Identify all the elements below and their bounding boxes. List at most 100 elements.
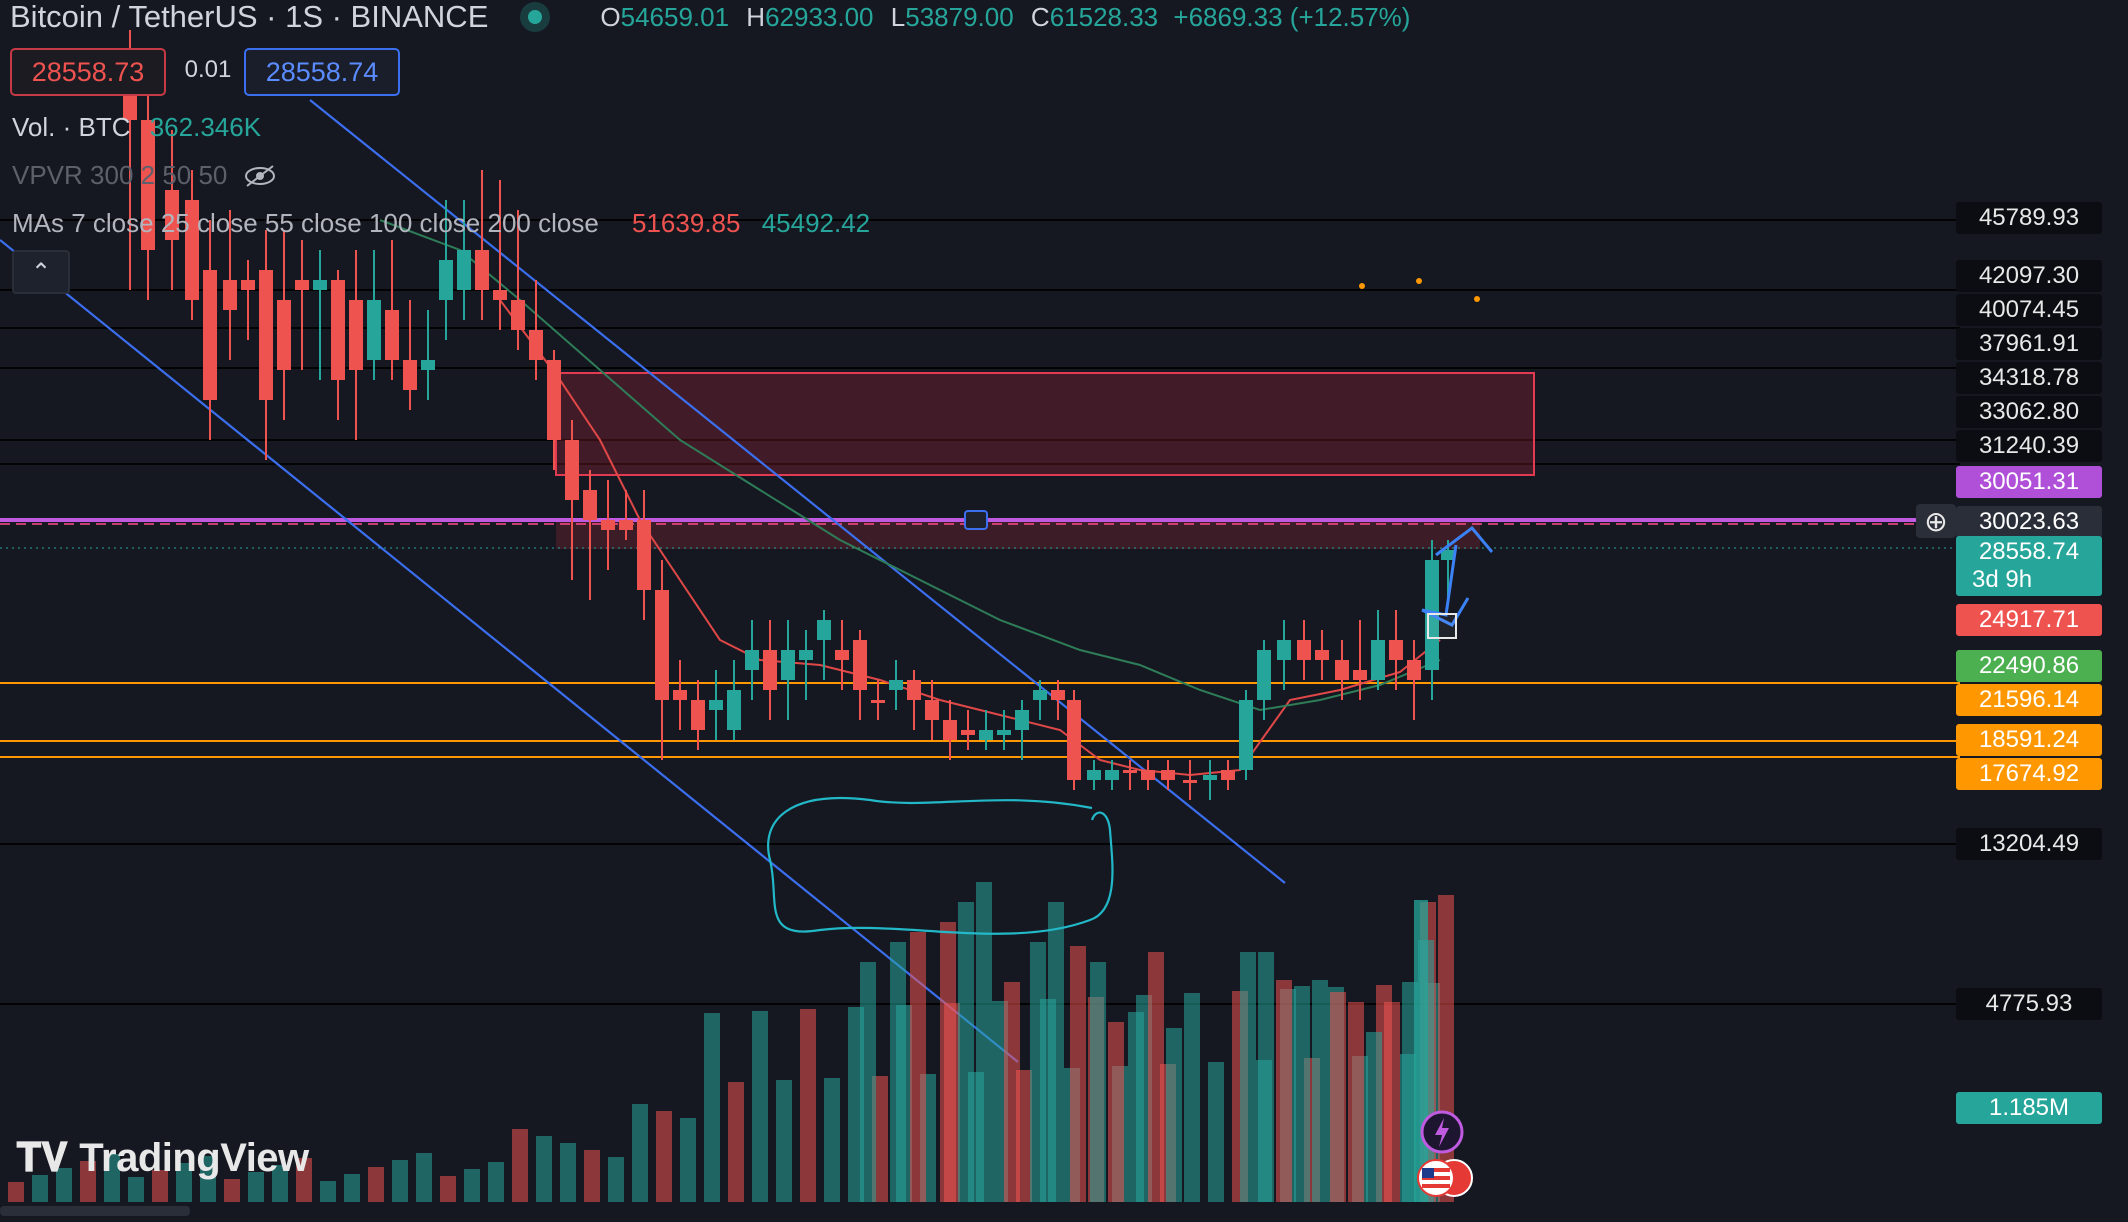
candle-body — [1371, 640, 1385, 680]
volume-bar — [392, 1160, 408, 1202]
volume-bar — [416, 1153, 432, 1202]
us-flag-icon[interactable] — [1414, 1156, 1478, 1200]
candle-body — [1441, 550, 1455, 560]
volume-bar — [608, 1157, 624, 1202]
volume-bar — [958, 902, 974, 1202]
candle-body — [1105, 770, 1119, 780]
vpvr-label: VPVR 300 2 50 50 — [12, 160, 228, 190]
resistance-zone-lower — [556, 521, 1480, 549]
candle-body — [637, 520, 651, 590]
volume-bar — [440, 1176, 456, 1202]
volume-bar — [224, 1179, 240, 1202]
ohlc-change: +6869.33 (+12.57%) — [1173, 1, 1411, 32]
candle-body — [817, 620, 831, 640]
candle-body — [1087, 770, 1101, 780]
ohlc-low: 53879.00 — [905, 1, 1014, 32]
price-axis-label: 42097.30 — [1956, 260, 2102, 292]
candle-body — [889, 680, 903, 690]
candle-body — [1051, 690, 1065, 700]
candle-body — [961, 730, 975, 735]
volume-bar — [1348, 1002, 1364, 1202]
tradingview-logo[interactable]: 𝐓𝐕 TradingView — [16, 1136, 309, 1181]
volume-bar — [910, 932, 926, 1202]
candle-body — [907, 680, 921, 700]
volume-bar — [1258, 952, 1274, 1202]
collapse-legend-button[interactable]: ⌃ — [12, 250, 70, 294]
candle-body — [203, 270, 217, 400]
price-axis-label: 40074.45 — [1956, 294, 2102, 326]
candle-body — [185, 200, 199, 300]
candle-body — [1277, 640, 1291, 660]
volume-bar — [464, 1169, 480, 1202]
candle-body — [943, 720, 957, 740]
candle-body — [241, 280, 255, 290]
candle-body — [745, 650, 759, 670]
price-axis-label: 34318.78 — [1956, 362, 2102, 394]
candle-body — [1315, 650, 1329, 660]
volume-bar — [860, 962, 876, 1202]
lightning-icon[interactable] — [1416, 1106, 1468, 1158]
candle-body — [511, 300, 525, 330]
candle-body — [1141, 770, 1155, 780]
ohlc-open: 54659.01 — [620, 1, 730, 32]
volume-bar — [488, 1162, 504, 1202]
candle-body — [763, 650, 777, 690]
price-axis-label: 31240.39 — [1956, 430, 2102, 462]
price-axis-label: 17674.92 — [1956, 758, 2102, 790]
volume-bar — [704, 1013, 720, 1202]
ohlc-low-label: L — [890, 1, 906, 32]
resistance-zone — [555, 372, 1535, 476]
volume-bar — [128, 1177, 144, 1202]
candle-body — [1161, 770, 1175, 780]
volume-bar — [1090, 962, 1106, 1202]
volume-bar — [248, 1172, 264, 1202]
candle-body — [1297, 640, 1311, 660]
volume-bar — [272, 1165, 288, 1202]
ma-value-2: 45492.42 — [761, 208, 871, 238]
price-axis-label: 30023.63 — [1956, 506, 2102, 538]
volume-bar — [200, 1156, 216, 1202]
price-axis-label: 24917.71 — [1956, 604, 2102, 636]
price-axis-label: 21596.14 — [1956, 684, 2102, 716]
volume-label: Vol. · BTC — [12, 112, 131, 142]
volume-bar — [728, 1082, 744, 1202]
candle-body — [295, 280, 309, 290]
candle-body — [547, 360, 561, 440]
vpvr-indicator-legend[interactable]: VPVR 300 2 50 50 — [12, 160, 277, 191]
volume-bar — [1366, 1032, 1382, 1202]
tradingview-mark-icon: 𝐓𝐕 — [16, 1136, 68, 1180]
candle-body — [727, 690, 741, 730]
volume-bar — [890, 942, 906, 1202]
eye-hidden-icon[interactable] — [243, 164, 277, 188]
volume-bar — [296, 1158, 312, 1202]
candle-body — [403, 360, 417, 390]
candle-body — [1203, 775, 1217, 780]
candle-body — [475, 250, 489, 290]
candle-body — [259, 270, 273, 400]
volume-bar — [80, 1161, 96, 1202]
sell-button[interactable]: 28558.73 — [10, 48, 166, 96]
buy-button[interactable]: 28558.74 — [244, 48, 400, 96]
volume-bar — [1108, 1022, 1124, 1202]
ma-indicator-legend[interactable]: MAs 7 close 25 close 55 close 100 close … — [12, 208, 870, 239]
price-axis-label: 30051.31 — [1956, 466, 2102, 498]
candle-body — [1183, 780, 1197, 783]
candle-body — [1067, 700, 1081, 780]
candle-body — [313, 280, 327, 290]
price-axis-label: 45789.93 — [1956, 202, 2102, 234]
volume-indicator-legend[interactable]: Vol. · BTC 362.346K — [12, 112, 261, 143]
volume-bar — [632, 1104, 648, 1202]
candle-body — [925, 700, 939, 720]
candle-body — [439, 260, 453, 300]
volume-bar — [1128, 1012, 1144, 1202]
symbol-title[interactable]: Bitcoin / TetherUS · 1S · BINANCE — [10, 0, 489, 34]
candle-body — [1239, 700, 1253, 770]
candle-body — [1257, 650, 1271, 700]
add-alert-plus-button[interactable]: ⊕ — [1916, 504, 1956, 538]
volume-bar — [1184, 993, 1200, 1202]
candle-body — [673, 690, 687, 700]
volume-bar — [1384, 1002, 1400, 1202]
volume-bar — [776, 1080, 792, 1202]
